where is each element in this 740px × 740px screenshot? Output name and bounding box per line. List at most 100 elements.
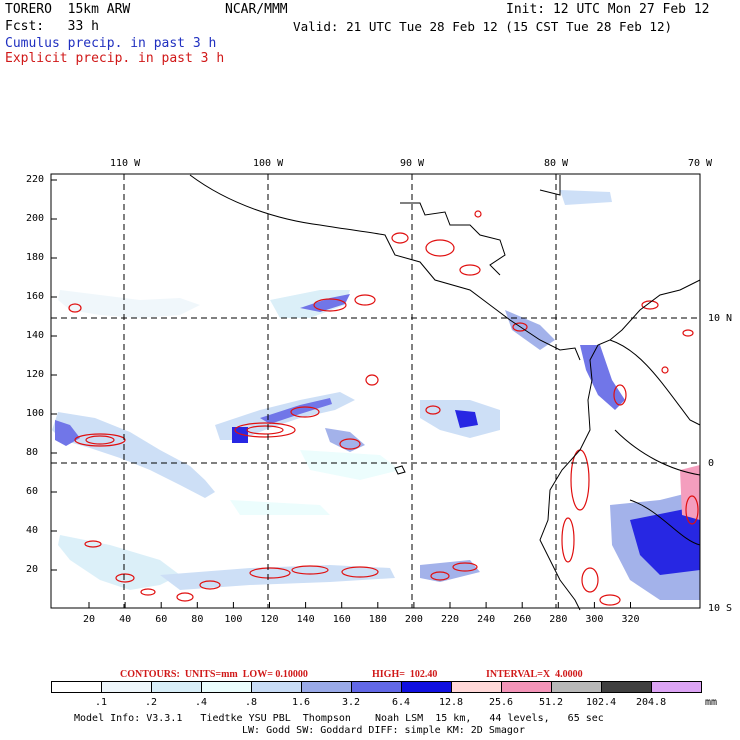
y-tick-label: 40 (26, 525, 39, 536)
coastline (394, 465, 406, 475)
scale-swatch (301, 681, 352, 693)
coastline (189, 174, 581, 361)
contour (452, 562, 478, 572)
x-tick-label: 260 (513, 614, 532, 625)
x-tick-label: 180 (368, 614, 387, 625)
scale-label: 25.6 (489, 697, 514, 708)
precip-area (300, 294, 350, 312)
coastline (400, 202, 506, 276)
contours-info: CONTOURS: UNITS=mm LOW= 0.10000 (120, 669, 308, 680)
contour (85, 435, 115, 445)
contour (661, 366, 669, 374)
x-tick-label: 240 (477, 614, 496, 625)
contour (176, 592, 194, 602)
contour (234, 422, 296, 438)
precip-area (630, 505, 700, 575)
x-tick-label: 220 (441, 614, 460, 625)
lon-label-110w: 110 W (110, 158, 141, 169)
x-tick-label: 200 (404, 614, 423, 625)
y-tick-label: 60 (26, 486, 39, 497)
contour (641, 300, 659, 310)
y-tick-label: 160 (26, 291, 45, 302)
contour (140, 588, 156, 596)
scale-label: 51.2 (539, 697, 564, 708)
contour (74, 433, 126, 447)
contour (581, 567, 599, 593)
y-tick-label: 80 (26, 447, 39, 458)
y-tick-label: 200 (26, 213, 45, 224)
contour (115, 573, 135, 583)
contour (246, 425, 284, 435)
x-tick-label: 60 (155, 614, 168, 625)
lat-label-10n: 10 N (708, 313, 733, 324)
axis-ticks (51, 179, 631, 608)
precip-area (680, 465, 700, 520)
precip-area (420, 560, 480, 582)
scale-swatch (251, 681, 302, 693)
scale-swatch (651, 681, 702, 693)
physics-info: LW: Godd SW: Goddard DIFF: simple KM: 2D… (242, 725, 525, 736)
contour (425, 239, 455, 257)
contour (249, 567, 291, 579)
scale-label: .2 (145, 697, 158, 708)
x-tick-label: 280 (549, 614, 568, 625)
scale-swatch (501, 681, 552, 693)
precip-area (260, 398, 332, 424)
coastlines (189, 174, 701, 611)
init-time: Init: 12 UTC Mon 27 Feb 12 (506, 2, 710, 17)
scale-label: 102.4 (586, 697, 617, 708)
forecast-hour: Fcst: 33 h (5, 19, 99, 34)
scale-label: .8 (245, 697, 258, 708)
scale-label: 3.2 (342, 697, 361, 708)
precip-area (58, 535, 180, 590)
explicit-legend: Explicit precip. in past 3 h (5, 51, 225, 66)
model-info: Model Info: V3.3.1 Tiedtke YSU PBL Thomp… (74, 713, 604, 724)
x-tick-label: 140 (296, 614, 315, 625)
contour (613, 384, 627, 406)
organization: NCAR/MMM (225, 2, 288, 17)
contour (290, 406, 320, 418)
scale-swatch (51, 681, 102, 693)
contours-interval: INTERVAL=X 4.0000 (486, 669, 583, 680)
x-tick-label: 300 (585, 614, 604, 625)
scale-swatch (401, 681, 452, 693)
lon-label-90w: 90 W (400, 158, 425, 169)
coastline (629, 499, 701, 546)
contour (354, 294, 376, 306)
scale-swatch (351, 681, 402, 693)
coastline (609, 339, 701, 426)
contour (365, 374, 379, 386)
contour (339, 438, 361, 450)
contour (425, 405, 441, 415)
x-tick-label: 120 (260, 614, 279, 625)
cumulus-legend: Cumulus precip. in past 3 h (5, 36, 217, 51)
x-tick-label: 80 (191, 614, 204, 625)
contour (84, 540, 102, 548)
y-tick-label: 220 (26, 174, 45, 185)
precip-area (58, 290, 200, 318)
contour (682, 329, 694, 337)
contours-high: HIGH= 102.40 (372, 669, 438, 680)
coastline (614, 429, 701, 476)
precip-area (230, 500, 330, 515)
x-tick-label: 20 (83, 614, 96, 625)
lat-lon-grid (51, 174, 700, 608)
coastline (539, 279, 701, 611)
scale-swatch (151, 681, 202, 693)
scale-swatch (551, 681, 602, 693)
contour (391, 232, 409, 244)
contour (313, 298, 347, 312)
contour (570, 449, 590, 511)
y-tick-label: 20 (26, 564, 39, 575)
contour (430, 571, 450, 581)
lat-label-10s: 10 S (708, 603, 733, 614)
x-tick-label: 40 (119, 614, 132, 625)
explicit-contours (68, 210, 699, 606)
lon-label-80w: 80 W (544, 158, 569, 169)
valid-time: Valid: 21 UTC Tue 28 Feb 12 (15 CST Tue … (293, 19, 673, 34)
coastline (539, 175, 561, 196)
map-frame (50, 173, 701, 609)
lat-label-0: 0 (708, 458, 715, 469)
y-tick-label: 180 (26, 252, 45, 263)
